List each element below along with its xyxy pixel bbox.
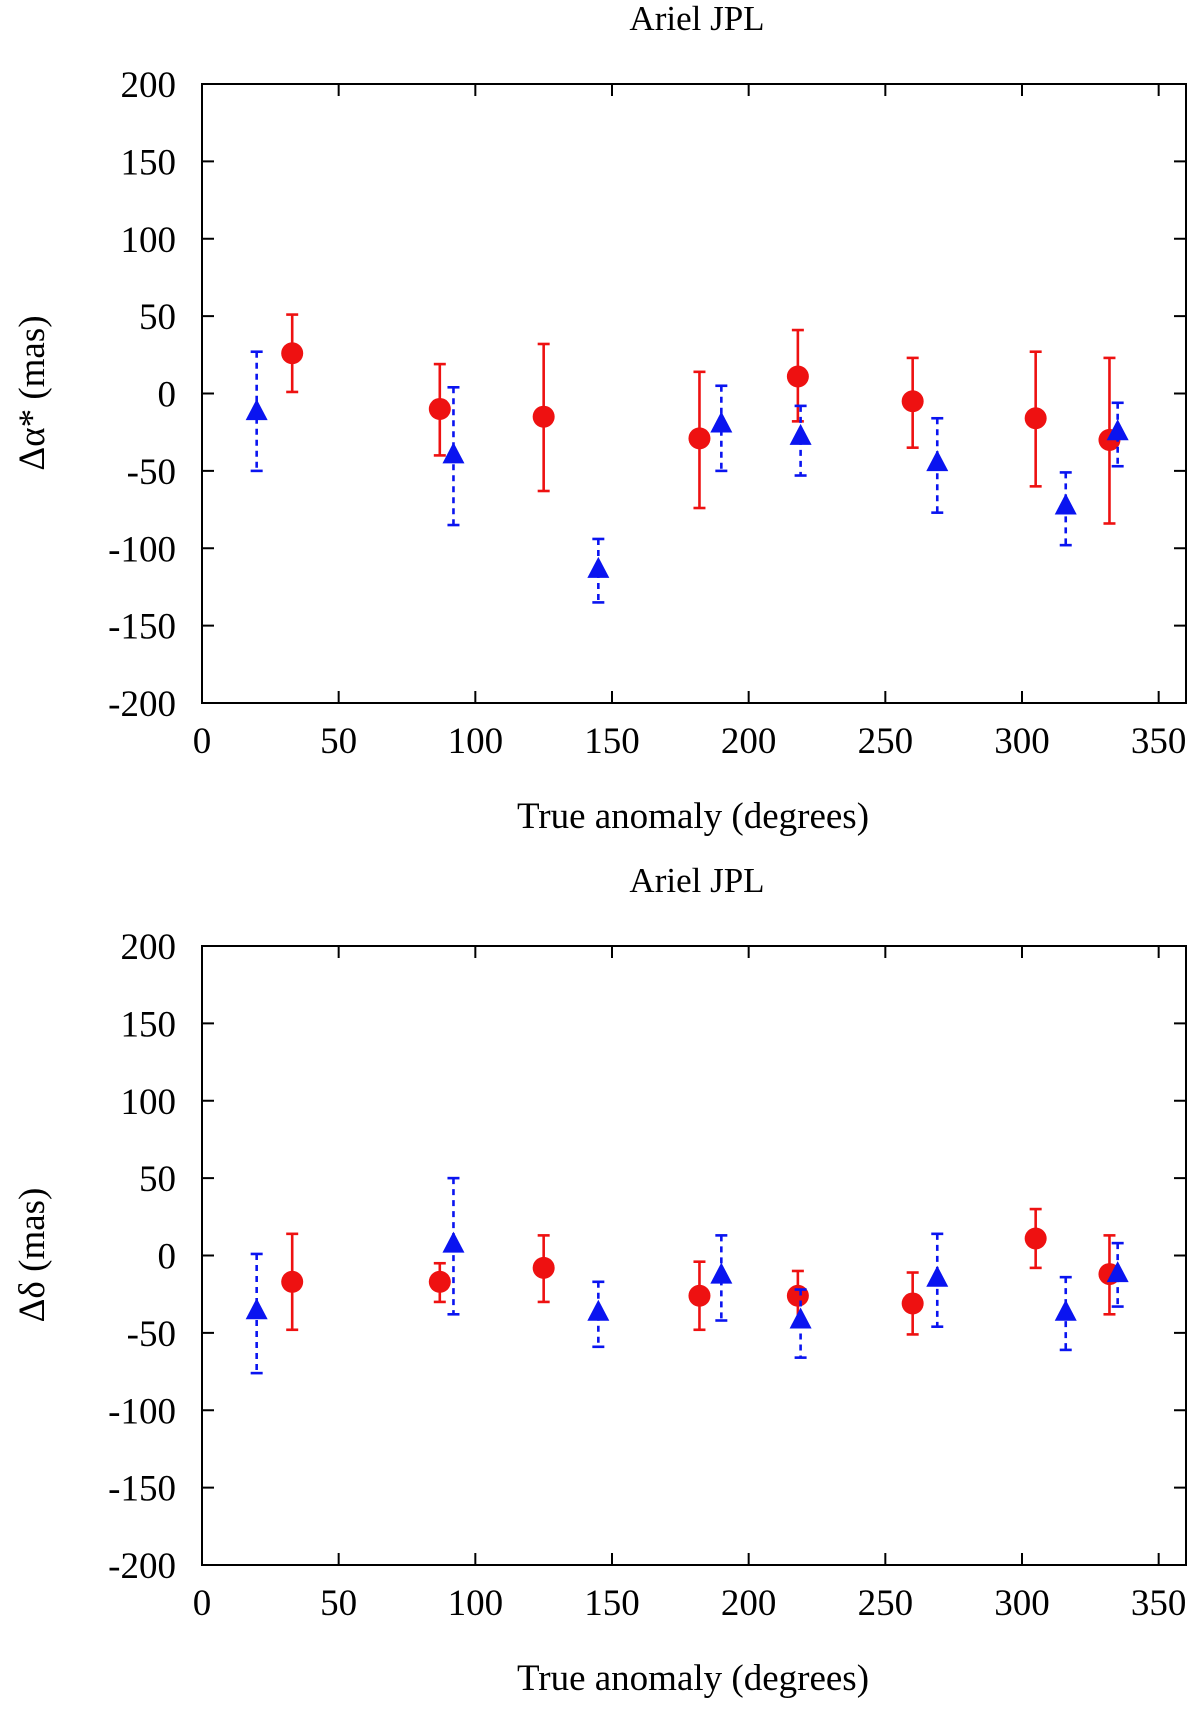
x-tick-label: 100	[448, 721, 504, 762]
y-tick-label: -50	[127, 452, 176, 493]
y-axis-label: Δδ (mas)	[12, 1188, 53, 1323]
x-tick-label: 0	[193, 721, 212, 762]
x-tick-label: 250	[858, 721, 914, 762]
data-point-circle	[786, 365, 809, 388]
data-point-circle	[901, 390, 924, 413]
y-tick-label: 50	[139, 297, 176, 338]
y-tick-label: -150	[108, 607, 176, 648]
data-point-triangle	[710, 1262, 733, 1284]
x-tick-label: 250	[858, 1583, 914, 1624]
y-tick-label: 50	[139, 1159, 176, 1200]
data-point-triangle	[1106, 419, 1129, 441]
y-tick-label: 200	[121, 927, 177, 968]
x-tick-label: 200	[721, 721, 777, 762]
data-point-triangle	[710, 411, 733, 433]
data-point-circle	[1024, 407, 1047, 430]
y-tick-label: -200	[108, 684, 176, 725]
y-tick-label: -100	[108, 529, 176, 570]
x-tick-label: 300	[994, 1583, 1050, 1624]
y-axis-label: Δα* (mas)	[12, 315, 53, 470]
chart-panel-bottom: Ariel JPL True anomaly (degrees) Δδ (mas…	[12, 862, 1187, 1699]
y-tick-label: -200	[108, 1546, 176, 1587]
y-tick-label: 0	[158, 1237, 177, 1278]
y-tick-label: 100	[121, 220, 177, 261]
data-point-triangle	[245, 1298, 268, 1320]
y-tick-label: -100	[108, 1391, 176, 1432]
x-tick-label: 150	[584, 721, 640, 762]
x-tick-label: 350	[1131, 721, 1187, 762]
x-axis-label: True anomaly (degrees)	[517, 796, 869, 837]
data-point-triangle	[926, 1265, 949, 1287]
y-tick-label: 150	[121, 1004, 177, 1045]
y-tick-label: 200	[121, 65, 177, 106]
data-point-triangle	[587, 1299, 610, 1321]
data-point-circle	[281, 1270, 304, 1293]
data-point-triangle	[926, 450, 949, 472]
data-point-triangle	[1106, 1261, 1129, 1283]
data-point-circle	[532, 405, 555, 428]
x-axis-label: True anomaly (degrees)	[517, 1658, 869, 1699]
data-point-circle	[428, 1270, 451, 1293]
data-point-triangle	[442, 442, 465, 464]
x-tick-label: 50	[320, 1583, 357, 1624]
data-point-triangle	[789, 423, 812, 445]
y-tick-label: -50	[127, 1314, 176, 1355]
y-tick-label: 100	[121, 1082, 177, 1123]
data-point-circle	[532, 1256, 555, 1279]
data-point-triangle	[442, 1231, 465, 1253]
data-point-circle	[786, 1284, 809, 1307]
data-point-circle	[281, 342, 304, 365]
x-tick-label: 300	[994, 721, 1050, 762]
x-tick-label: 350	[1131, 1583, 1187, 1624]
plot-frame	[201, 83, 1187, 704]
chart-title: Ariel JPL	[629, 862, 764, 900]
data-point-circle	[688, 427, 711, 450]
data-point-circle	[1024, 1227, 1047, 1250]
data-point-triangle	[1054, 493, 1077, 515]
data-point-triangle	[1054, 1299, 1077, 1321]
chart-title: Ariel JPL	[629, 0, 764, 38]
data-point-circle	[428, 397, 451, 420]
x-tick-label: 150	[584, 1583, 640, 1624]
data-point-circle	[688, 1284, 711, 1307]
data-point-circle	[901, 1292, 924, 1315]
data-point-triangle	[245, 399, 268, 421]
x-tick-label: 200	[721, 1583, 777, 1624]
y-tick-label: -150	[108, 1469, 176, 1510]
plot-frame	[201, 945, 1187, 1566]
chart-panel-top: Ariel JPL True anomaly (degrees) Δα* (ma…	[12, 0, 1187, 837]
x-tick-label: 50	[320, 721, 357, 762]
x-tick-label: 0	[193, 1583, 212, 1624]
data-point-triangle	[587, 556, 610, 578]
data-point-triangle	[789, 1307, 812, 1329]
y-tick-label: 0	[158, 375, 177, 416]
y-tick-label: 150	[121, 142, 177, 183]
x-tick-label: 100	[448, 1583, 504, 1624]
